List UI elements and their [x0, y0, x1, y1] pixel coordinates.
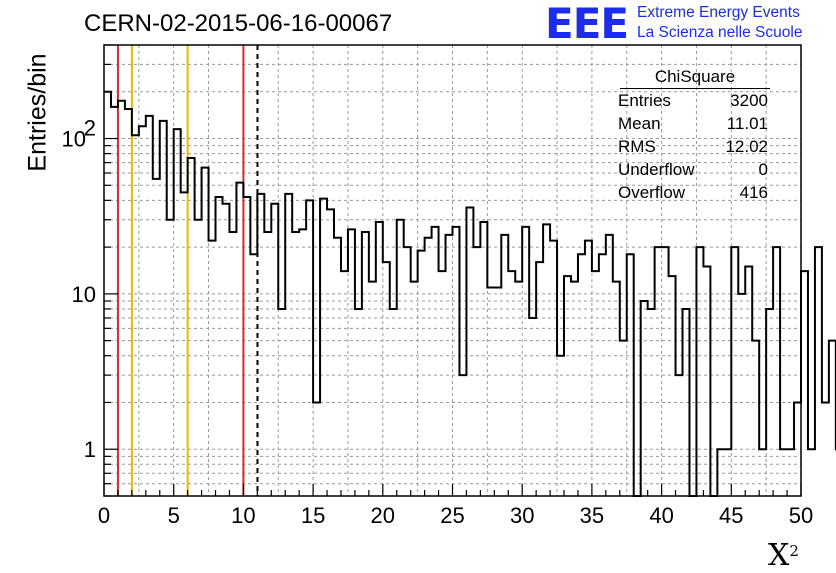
x-tick-label: 50	[789, 503, 813, 528]
stats-row-label: Underflow	[618, 160, 695, 179]
x-tick-label: 25	[440, 503, 464, 528]
eee-logo: EEE	[545, 0, 629, 48]
page-title: CERN-02-2015-06-16-00067	[84, 10, 393, 37]
axes	[103, 44, 802, 497]
x-tick-label: 10	[231, 503, 255, 528]
stats-row-label: Overflow	[618, 183, 686, 202]
stats-row-value: 12.02	[725, 137, 768, 156]
stats-row-label: RMS	[618, 137, 656, 156]
histogram-outline	[104, 90, 836, 497]
x-tick-label: 30	[510, 503, 534, 528]
y-tick-label: 1	[84, 437, 96, 462]
stats-row: RMS 12.02	[610, 135, 780, 158]
brand-tagline-1: Extreme Energy Events	[637, 4, 800, 21]
x-tick-label: 45	[719, 503, 743, 528]
x-tick-label: 5	[168, 503, 180, 528]
stats-row: Overflow 416	[610, 181, 780, 204]
brand-tagline-2: La Scienza nelle Scuole	[637, 24, 803, 41]
x-tick-label: 0	[98, 503, 110, 528]
y-tick-exponent: 2	[84, 116, 96, 141]
stats-row-value: 0	[758, 160, 768, 179]
stats-row-value: 11.01	[726, 114, 768, 133]
x-tick-label: 35	[580, 503, 604, 528]
stats-row-value: 3200	[730, 91, 768, 110]
y-tick-label: 10	[62, 127, 86, 152]
stats-title: ChiSquare	[620, 67, 770, 89]
stats-row: Underflow 0	[610, 158, 780, 181]
stats-rows: Entries 3200 Mean 11.01 RMS 12.02 Underflow 0 Ov…	[610, 89, 780, 204]
stats-row-label: Mean	[618, 114, 661, 133]
x-tick-label: 20	[371, 503, 395, 528]
stats-row: Entries 3200	[610, 89, 780, 112]
x-tick-label: 15	[301, 503, 325, 528]
x-tick-label: 40	[649, 503, 673, 528]
stats-row-value: 416	[739, 183, 768, 202]
y-tick-label: 10	[72, 282, 96, 307]
stats-row: Mean 11.01	[610, 112, 780, 135]
stats-box: ChiSquare Entries 3200 Mean 11.01 RMS 12.02 Un…	[610, 67, 780, 204]
stats-row-label: Entries	[618, 91, 671, 110]
x-axis-label: X2	[768, 538, 799, 573]
